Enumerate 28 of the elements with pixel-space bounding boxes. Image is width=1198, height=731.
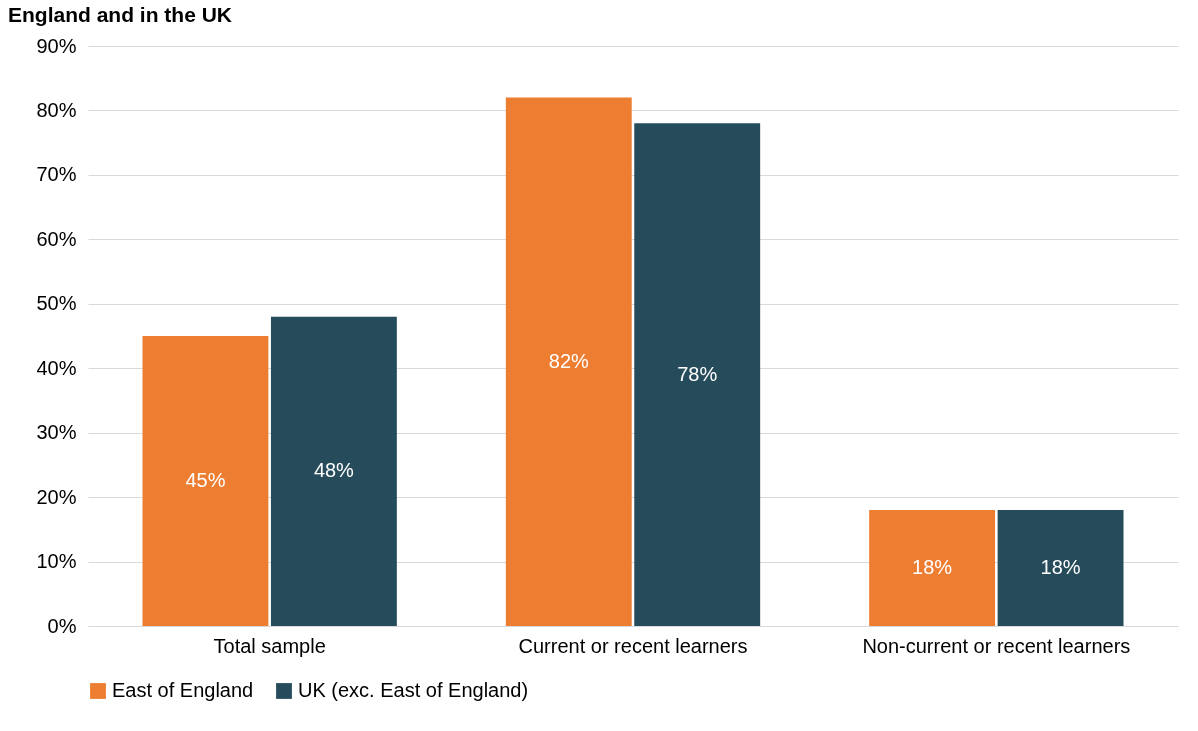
- x-tick-label: Current or recent learners: [518, 634, 748, 657]
- x-tick-label: Total sample: [213, 634, 326, 657]
- data-label: 48%: [313, 459, 355, 482]
- y-tick-label: 70%: [36, 163, 77, 186]
- bar: [634, 123, 761, 626]
- chart-title: England and in the UK: [8, 3, 232, 26]
- y-tick-label: 10%: [36, 550, 77, 573]
- y-tick-label: 20%: [36, 485, 77, 508]
- data-label: 18%: [912, 556, 953, 578]
- y-tick-label: 50%: [36, 292, 77, 315]
- y-tick-label: 60%: [36, 227, 77, 250]
- data-label: 18%: [1040, 556, 1081, 578]
- bar: [505, 97, 632, 626]
- y-tick-label: 30%: [36, 421, 77, 444]
- bar: [869, 510, 996, 626]
- data-label: 82%: [548, 349, 589, 372]
- y-tick-label: 40%: [36, 356, 77, 379]
- data-label: 78%: [677, 362, 718, 385]
- bar: [142, 336, 269, 626]
- x-tick-label: Non-current or recent learners: [862, 634, 1131, 657]
- bar: [997, 510, 1124, 626]
- legend-label: East of England: [112, 679, 254, 701]
- y-tick-label: 0%: [47, 614, 77, 637]
- legend-label: UK (exc. East of England): [298, 679, 529, 701]
- bar: [270, 316, 397, 626]
- y-tick-label: 80%: [36, 98, 77, 121]
- y-tick-label: 90%: [36, 34, 77, 57]
- data-label: 45%: [185, 469, 226, 491]
